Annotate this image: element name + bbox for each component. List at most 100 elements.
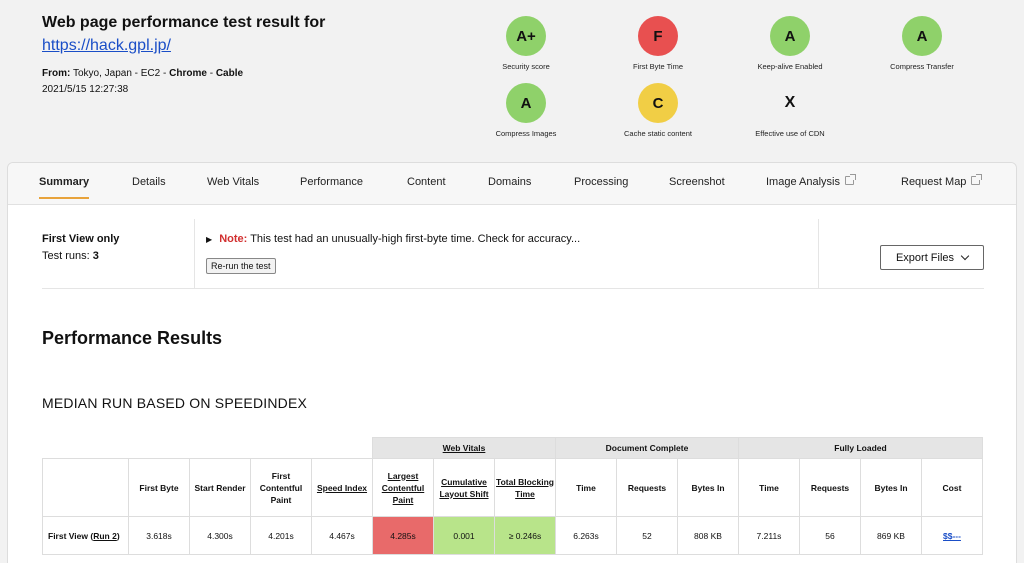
col-label: Bytes In — [874, 482, 908, 493]
performance-results-heading: Performance Results — [42, 328, 223, 348]
run-2-link[interactable]: Run 2 — [93, 530, 117, 541]
tab-summary[interactable]: Summary — [39, 176, 90, 199]
blank-cell — [42, 458, 129, 517]
blank-cell — [251, 438, 312, 459]
from-label: From: — [42, 68, 71, 79]
group-label: Web Vitals — [442, 443, 486, 453]
cell-cost[interactable]: $$--- — [921, 516, 983, 555]
grade-compress-images[interactable]: A Compress Images — [461, 83, 591, 138]
note-label: Note: — [219, 233, 248, 245]
col-cost: Cost — [921, 458, 983, 517]
page-title: Web page performance test result for — [42, 14, 326, 31]
blank-cell — [190, 438, 251, 459]
col-label: Bytes In — [691, 482, 725, 493]
col-label: Cumulative Layout Shift — [439, 476, 489, 499]
cell-first-byte: 3.618s — [128, 516, 190, 555]
col-doc-bytes: Bytes In — [677, 458, 739, 517]
browser-text: Chrome — [169, 68, 207, 79]
test-runs-value: 3 — [92, 250, 99, 262]
cell-full-time: 7.211s — [738, 516, 800, 555]
test-datetime: 2021/5/15 12:27:38 — [42, 84, 129, 95]
tab-performance[interactable]: Performance — [300, 176, 363, 188]
col-label: First Contentful Paint — [259, 470, 303, 505]
grade-label: First Byte Time — [632, 62, 683, 71]
grade-badge: A — [902, 16, 942, 56]
blank-cell — [43, 438, 129, 459]
grade-badge: C — [638, 83, 678, 123]
divider — [194, 219, 195, 289]
grade-label: Compress Transfer — [890, 62, 954, 71]
divider — [818, 219, 819, 289]
cell-cls: 0.001 — [433, 516, 495, 555]
grade-label: Security score — [502, 62, 550, 71]
table-group-row: Web Vitals Document Complete Fully Loade… — [43, 437, 983, 459]
grade-badge: A — [770, 16, 810, 56]
table-row: First View (Run 2) 3.618s 4.300s 4.201s … — [42, 516, 983, 555]
grade-cdn[interactable]: X Effective use of CDN — [725, 83, 855, 138]
grade-keep-alive[interactable]: A Keep-alive Enabled — [725, 16, 855, 71]
grade-cache-static[interactable]: C Cache static content — [593, 83, 723, 138]
row-label-text: First View ( — [48, 530, 94, 541]
tab-screenshot[interactable]: Screenshot — [669, 176, 725, 188]
group-fully-loaded: Fully Loaded — [738, 437, 983, 459]
grade-label: Effective use of CDN — [755, 129, 825, 138]
col-label: Time — [576, 482, 596, 493]
result-tabs: Summary Details Web Vitals Performance C… — [8, 163, 1016, 205]
tab-processing[interactable]: Processing — [574, 176, 629, 188]
cell-speed-index: 4.467s — [311, 516, 373, 555]
test-location: From: Tokyo, Japan - EC2 - Chrome - Cabl… — [42, 68, 243, 79]
col-start-render: Start Render — [189, 458, 251, 517]
grade-label: Keep-alive Enabled — [757, 62, 823, 71]
rerun-test-button[interactable]: Re-run the test — [206, 258, 276, 274]
tab-web-vitals[interactable]: Web Vitals — [207, 176, 260, 188]
first-byte-note[interactable]: ▶ Note: This test had an unusually-high … — [206, 233, 580, 245]
results-table: Web Vitals Document Complete Fully Loade… — [42, 437, 983, 555]
grade-first-byte-time[interactable]: F First Byte Time — [593, 16, 723, 71]
group-web-vitals[interactable]: Web Vitals — [372, 437, 556, 459]
test-info-row: First View only Test runs: 3 ▶ Note: Thi… — [42, 219, 984, 289]
sep-text: - — [209, 68, 214, 79]
cell-doc-time: 6.263s — [555, 516, 617, 555]
tab-label: Image Analysis — [766, 176, 840, 188]
export-files-label: Export Files — [895, 251, 955, 264]
grade-badge: F — [638, 16, 678, 56]
cell-fcp: 4.201s — [250, 516, 312, 555]
export-files-button[interactable]: Export Files — [880, 245, 984, 270]
col-full-time: Time — [738, 458, 800, 517]
cell-full-requests: 56 — [799, 516, 861, 555]
median-run-heading: MEDIAN RUN BASED ON SPEEDINDEX — [42, 395, 308, 411]
col-first-byte: First Byte — [128, 458, 190, 517]
col-doc-requests: Requests — [616, 458, 678, 517]
col-label: Requests — [627, 482, 667, 493]
test-runs-label: Test runs: — [42, 250, 90, 262]
col-first-contentful-paint: First Contentful Paint — [250, 458, 312, 517]
test-runs: Test runs: 3 — [42, 250, 99, 262]
grade-compress-transfer[interactable]: A Compress Transfer — [857, 16, 987, 71]
col-label: First Byte — [139, 482, 179, 493]
tab-request-map[interactable]: Request Map — [901, 174, 983, 188]
external-link-icon — [971, 174, 983, 185]
cell-doc-requests: 52 — [616, 516, 678, 555]
grade-badge: X — [784, 94, 796, 111]
cell-doc-bytes: 808 KB — [677, 516, 739, 555]
col-speed-index[interactable]: Speed Index — [311, 458, 373, 517]
tab-domains[interactable]: Domains — [488, 176, 532, 188]
tested-url-link[interactable]: https://hack.gpl.jp/ — [42, 37, 171, 54]
col-label: Start Render — [194, 482, 246, 493]
col-total-blocking-time[interactable]: Total Blocking Time — [494, 458, 556, 517]
blank-cell — [312, 438, 373, 459]
tab-image-analysis[interactable]: Image Analysis — [766, 174, 856, 188]
external-link-icon — [844, 174, 856, 185]
grade-security-score[interactable]: A+ Security score — [461, 16, 591, 71]
col-label: Largest Contentful Paint — [381, 470, 425, 505]
col-full-requests: Requests — [799, 458, 861, 517]
row-label: First View (Run 2) — [42, 516, 129, 555]
col-cumulative-layout-shift[interactable]: Cumulative Layout Shift — [433, 458, 495, 517]
col-largest-contentful-paint[interactable]: Largest Contentful Paint — [372, 458, 434, 517]
tab-details[interactable]: Details — [132, 176, 166, 188]
col-label: Cost — [942, 482, 962, 493]
tab-content[interactable]: Content — [407, 176, 446, 188]
col-full-bytes: Bytes In — [860, 458, 922, 517]
cost-link[interactable]: $$--- — [943, 530, 961, 541]
cell-start-render: 4.300s — [189, 516, 251, 555]
